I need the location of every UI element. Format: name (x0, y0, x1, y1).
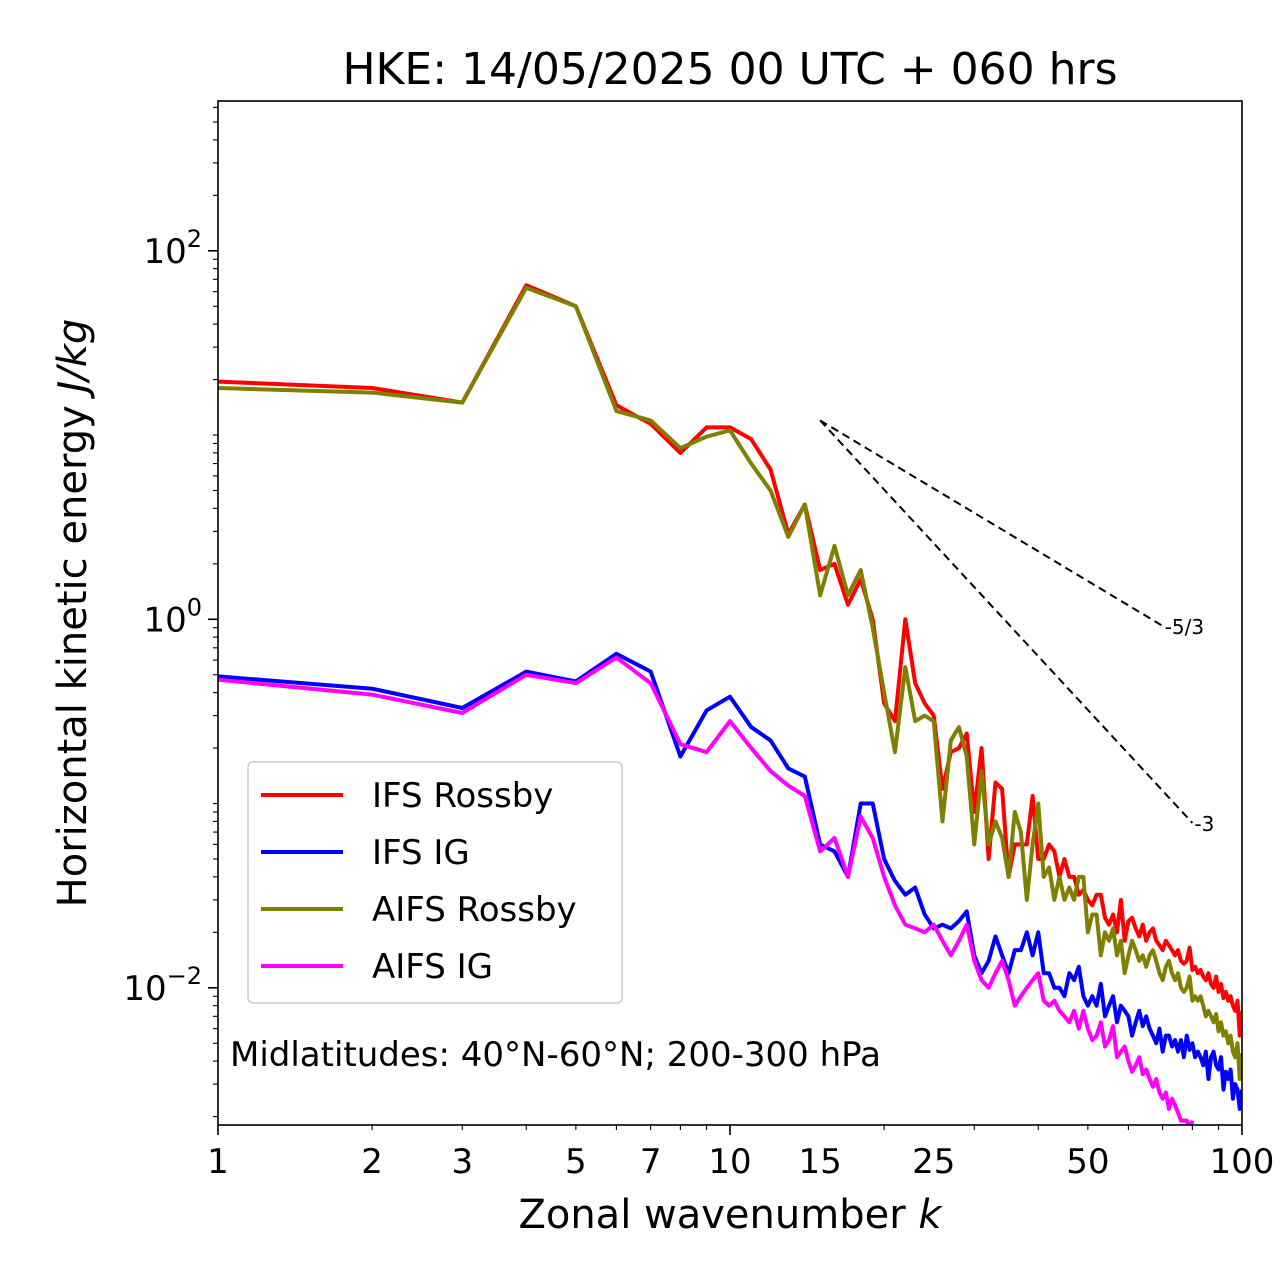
reference-slope-line-3 (819, 419, 1194, 824)
reference-slopes: -5/3 -3 (819, 419, 1214, 836)
reference-slope-label-3: -3 (1194, 812, 1214, 836)
x-axis-label: Zonal wavenumber k (518, 1192, 943, 1238)
x-tick-label: 7 (640, 1142, 662, 1182)
y-axis-ticks: 10−2 100 102 (123, 106, 218, 1118)
reference-slope-line-5-over-3 (819, 419, 1164, 627)
series-line-aifs-ig (218, 655, 1195, 1125)
x-tick-label: 2 (361, 1142, 383, 1182)
reference-slope-label-5-over-3: -5/3 (1165, 615, 1204, 639)
y-axis-label: Horizontal kinetic energy J/kg (50, 319, 96, 908)
x-tick-label: 100 (1210, 1142, 1275, 1182)
legend-label-ifs-rossby: IFS Rossby (372, 776, 553, 816)
region-annotation: Midlatitudes: 40°N-60°N; 200-300 hPa (230, 1035, 881, 1075)
y-tick-label: 10−2 (123, 962, 202, 1009)
legend-label-aifs-rossby: AIFS Rossby (372, 890, 577, 930)
series-line-ifs-rossby (218, 283, 1242, 1038)
x-tick-label: 5 (565, 1142, 587, 1182)
x-tick-label: 1 (207, 1142, 229, 1182)
x-tick-label: 10 (708, 1142, 751, 1182)
x-tick-label: 25 (912, 1142, 955, 1182)
y-tick-label: 100 (143, 593, 202, 640)
series-layer (218, 283, 1242, 1125)
legend-box (247, 761, 623, 1004)
y-tick-label: 102 (143, 225, 202, 272)
legend-label-aifs-ig: AIFS IG (372, 947, 493, 987)
series-line-aifs-rossby (218, 285, 1242, 1081)
legend-label-ifs-ig: IFS IG (372, 833, 470, 873)
x-tick-label: 3 (451, 1142, 473, 1182)
x-tick-label: 15 (799, 1142, 842, 1182)
legend: IFS Rossby IFS IG AIFS Rossby AIFS IG (247, 761, 623, 1004)
x-axis-ticks: 1 2 3 5 7 10 15 25 50 100 (207, 1125, 1274, 1182)
x-tick-label: 50 (1066, 1142, 1109, 1182)
chart-title: HKE: 14/05/2025 00 UTC + 060 hrs (342, 44, 1117, 95)
